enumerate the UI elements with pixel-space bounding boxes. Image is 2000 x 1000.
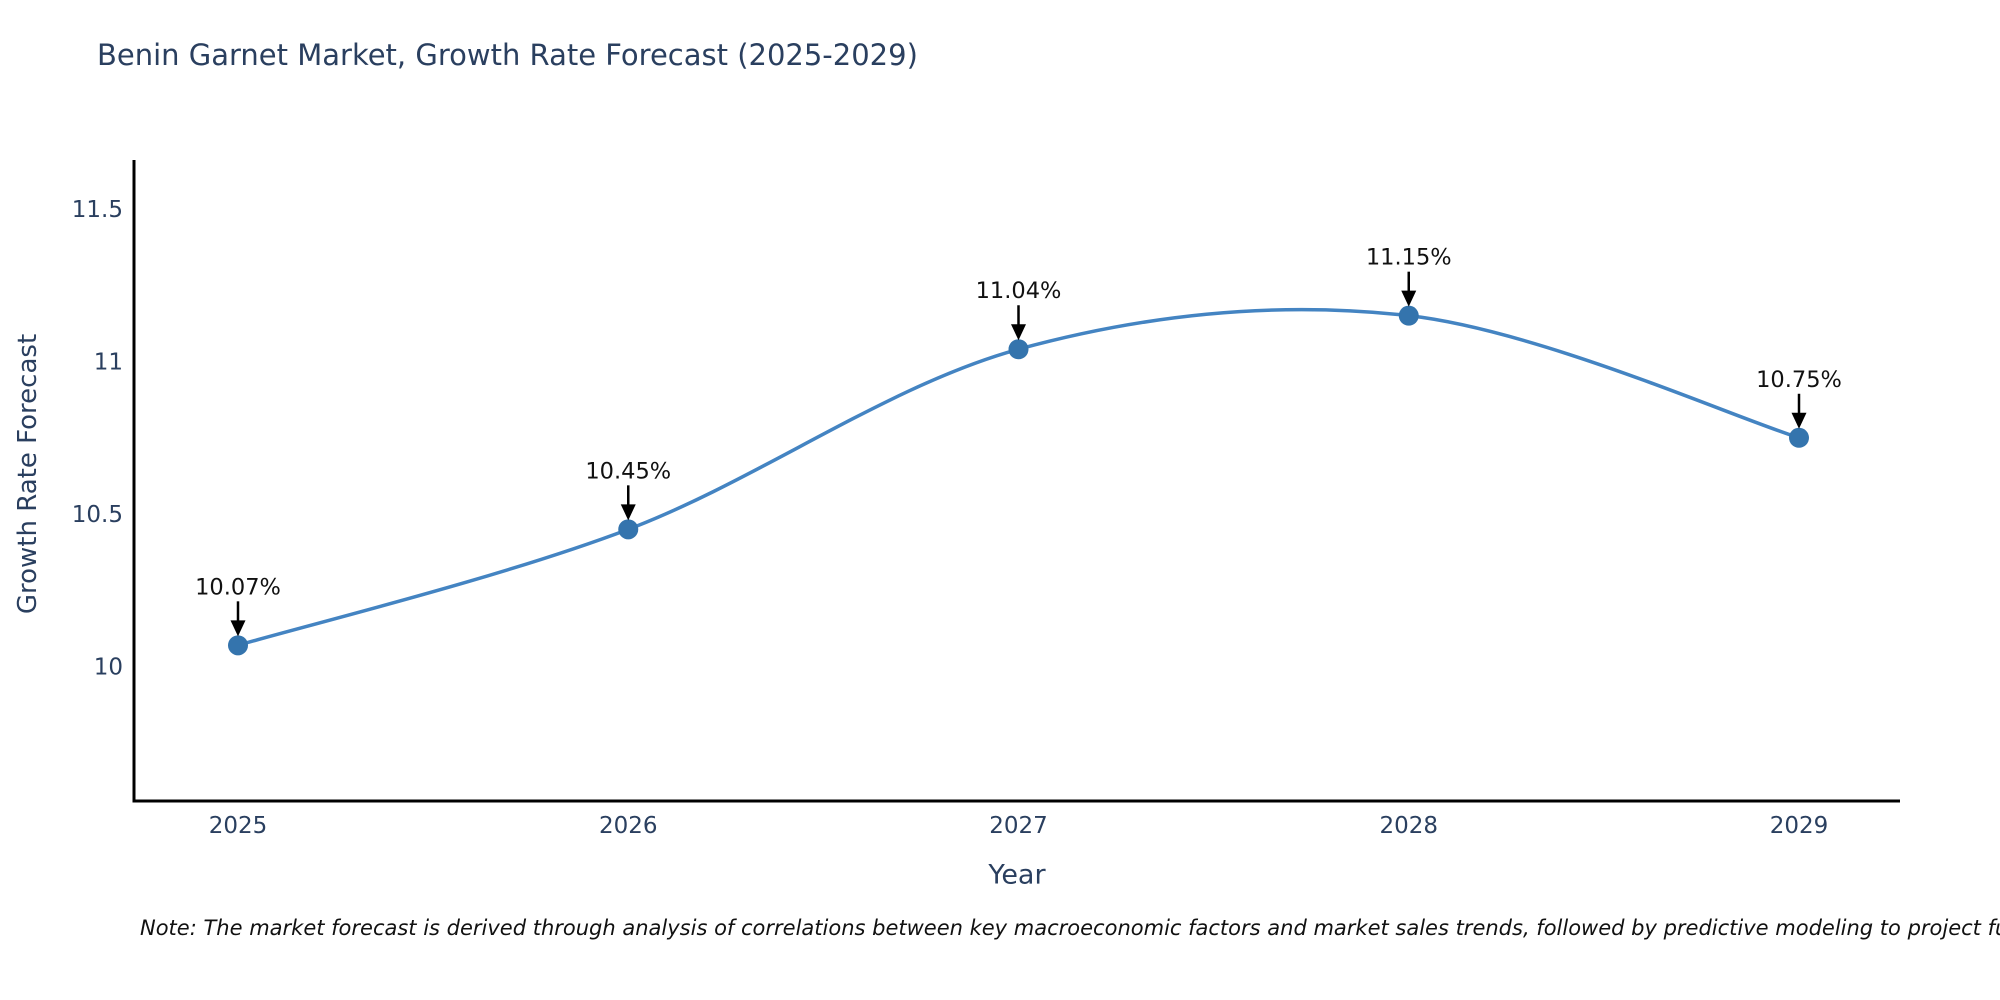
point-annotation: 10.75% (1756, 367, 1842, 393)
y-tick-label: 11 (94, 349, 123, 375)
data-point-marker (1789, 427, 1809, 448)
point-annotation: 11.04% (976, 278, 1062, 304)
x-tick-label: 2027 (989, 813, 1048, 839)
footnote: Note: The market forecast is derived thr… (140, 916, 2000, 940)
y-tick-label: 11.5 (72, 197, 123, 223)
data-point-marker (228, 635, 248, 656)
point-annotation: 10.45% (585, 458, 671, 484)
annotation-arrow-head (1011, 324, 1026, 341)
x-tick-label: 2025 (209, 813, 268, 839)
annotation-arrow-head (1791, 412, 1807, 429)
annotation-arrow-head (230, 620, 246, 637)
point-annotation: 10.07% (195, 574, 281, 600)
data-point-marker (618, 519, 639, 540)
data-point-marker (1008, 339, 1029, 360)
annotation-arrow-head (620, 504, 636, 521)
y-tick-label: 10 (94, 655, 123, 681)
x-tick-label: 2026 (599, 813, 658, 839)
x-axis-title: Year (988, 859, 1046, 891)
point-annotation: 11.15% (1366, 245, 1452, 271)
x-tick-label: 2029 (1770, 813, 1829, 839)
annotation-arrow-head (1401, 290, 1417, 307)
trend-line (236, 307, 1801, 648)
x-tick-label: 2028 (1379, 813, 1438, 839)
axis-spines (132, 160, 1900, 803)
data-point-marker (1398, 305, 1419, 326)
y-tick-label: 10.5 (72, 502, 123, 528)
chart-title: Benin Garnet Market, Growth Rate Forecas… (97, 38, 918, 72)
